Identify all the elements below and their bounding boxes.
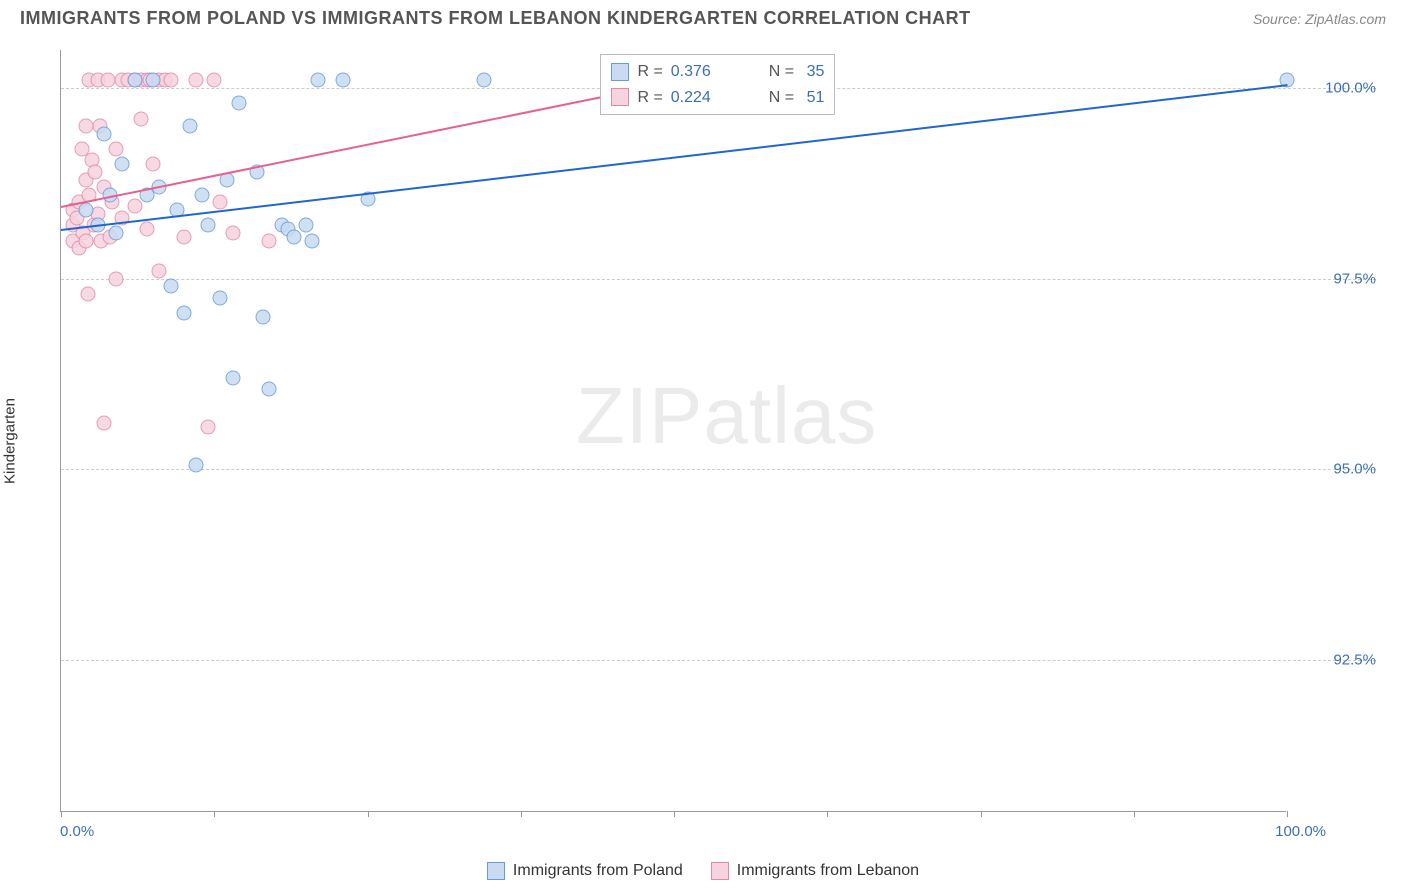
source-label: Source: ZipAtlas.com bbox=[1253, 11, 1386, 27]
legend-n-label: N = bbox=[769, 59, 794, 85]
scatter-point bbox=[88, 164, 103, 179]
x-axis-right-label: 100.0% bbox=[1275, 823, 1326, 840]
scatter-point bbox=[96, 416, 111, 431]
legend-r-label: R = bbox=[637, 59, 662, 85]
legend-swatch bbox=[611, 88, 629, 106]
scatter-point bbox=[115, 157, 130, 172]
x-tick bbox=[61, 811, 62, 817]
scatter-point bbox=[188, 458, 203, 473]
scatter-point bbox=[194, 187, 209, 202]
correlation-legend: R = 0.376 N = 35 R = 0.224 N = 51 bbox=[600, 54, 835, 115]
scatter-point bbox=[109, 225, 124, 240]
legend-n-value: 35 bbox=[802, 59, 824, 85]
x-tick bbox=[1287, 811, 1288, 817]
x-axis-left-label: 0.0% bbox=[60, 823, 94, 840]
x-tick bbox=[827, 811, 828, 817]
scatter-point bbox=[176, 305, 191, 320]
scatter-point bbox=[231, 96, 246, 111]
scatter-point bbox=[139, 222, 154, 237]
y-tick-label: 100.0% bbox=[1296, 80, 1376, 97]
scatter-point bbox=[299, 218, 314, 233]
scatter-point bbox=[152, 263, 167, 278]
scatter-point bbox=[201, 218, 216, 233]
legend-r-label: R = bbox=[637, 85, 662, 111]
scatter-point bbox=[127, 73, 142, 88]
y-axis-label: Kindergarten bbox=[2, 398, 19, 484]
scatter-point bbox=[225, 370, 240, 385]
y-tick-label: 95.0% bbox=[1296, 461, 1376, 478]
legend-n-value: 51 bbox=[802, 85, 824, 111]
scatter-point bbox=[262, 382, 277, 397]
chart-header: IMMIGRANTS FROM POLAND VS IMMIGRANTS FRO… bbox=[0, 0, 1406, 33]
x-tick bbox=[981, 811, 982, 817]
legend-swatch bbox=[711, 862, 729, 880]
scatter-point bbox=[188, 73, 203, 88]
scatter-point bbox=[286, 229, 301, 244]
legend-n-label: N = bbox=[769, 85, 794, 111]
x-tick bbox=[214, 811, 215, 817]
watermark: ZIPatlas bbox=[576, 370, 877, 462]
scatter-point bbox=[201, 420, 216, 435]
scatter-point bbox=[476, 73, 491, 88]
scatter-point bbox=[213, 195, 228, 210]
scatter-point bbox=[100, 73, 115, 88]
scatter-point bbox=[176, 229, 191, 244]
x-tick bbox=[368, 811, 369, 817]
scatter-point bbox=[78, 119, 93, 134]
bottom-legend-item: Immigrants from Poland bbox=[487, 862, 683, 880]
scatter-point bbox=[78, 233, 93, 248]
legend-swatch bbox=[487, 862, 505, 880]
correlation-legend-row: R = 0.224 N = 51 bbox=[611, 85, 824, 111]
bottom-legend: Immigrants from Poland Immigrants from Le… bbox=[0, 862, 1406, 880]
chart-container: Kindergarten ZIPatlas 92.5%95.0%97.5%100… bbox=[20, 40, 1386, 842]
scatter-point bbox=[145, 157, 160, 172]
bottom-legend-label: Immigrants from Lebanon bbox=[737, 862, 919, 880]
x-tick bbox=[674, 811, 675, 817]
scatter-point bbox=[207, 73, 222, 88]
y-tick-label: 92.5% bbox=[1296, 651, 1376, 668]
scatter-point bbox=[109, 142, 124, 157]
bottom-legend-label: Immigrants from Poland bbox=[513, 862, 683, 880]
scatter-point bbox=[80, 286, 95, 301]
scatter-point bbox=[164, 73, 179, 88]
legend-r-value: 0.224 bbox=[671, 85, 761, 111]
chart-title: IMMIGRANTS FROM POLAND VS IMMIGRANTS FRO… bbox=[20, 8, 971, 29]
scatter-point bbox=[145, 73, 160, 88]
bottom-legend-item: Immigrants from Lebanon bbox=[711, 862, 919, 880]
scatter-point bbox=[311, 73, 326, 88]
gridline-h bbox=[61, 469, 1376, 470]
y-tick-label: 97.5% bbox=[1296, 270, 1376, 287]
x-tick bbox=[1134, 811, 1135, 817]
scatter-point bbox=[213, 290, 228, 305]
scatter-point bbox=[127, 199, 142, 214]
scatter-point bbox=[182, 119, 197, 134]
gridline-h bbox=[61, 660, 1376, 661]
legend-r-value: 0.376 bbox=[671, 59, 761, 85]
scatter-point bbox=[305, 233, 320, 248]
scatter-point bbox=[256, 309, 271, 324]
scatter-point bbox=[96, 126, 111, 141]
plot-area: ZIPatlas 92.5%95.0%97.5%100.0%R = 0.376N… bbox=[60, 50, 1286, 812]
legend-swatch bbox=[611, 63, 629, 81]
scatter-point bbox=[262, 233, 277, 248]
scatter-point bbox=[78, 203, 93, 218]
correlation-legend-row: R = 0.376 N = 35 bbox=[611, 59, 824, 85]
x-tick bbox=[521, 811, 522, 817]
scatter-point bbox=[225, 225, 240, 240]
scatter-point bbox=[133, 111, 148, 126]
scatter-point bbox=[335, 73, 350, 88]
gridline-h bbox=[61, 279, 1376, 280]
scatter-point bbox=[109, 271, 124, 286]
scatter-point bbox=[164, 279, 179, 294]
